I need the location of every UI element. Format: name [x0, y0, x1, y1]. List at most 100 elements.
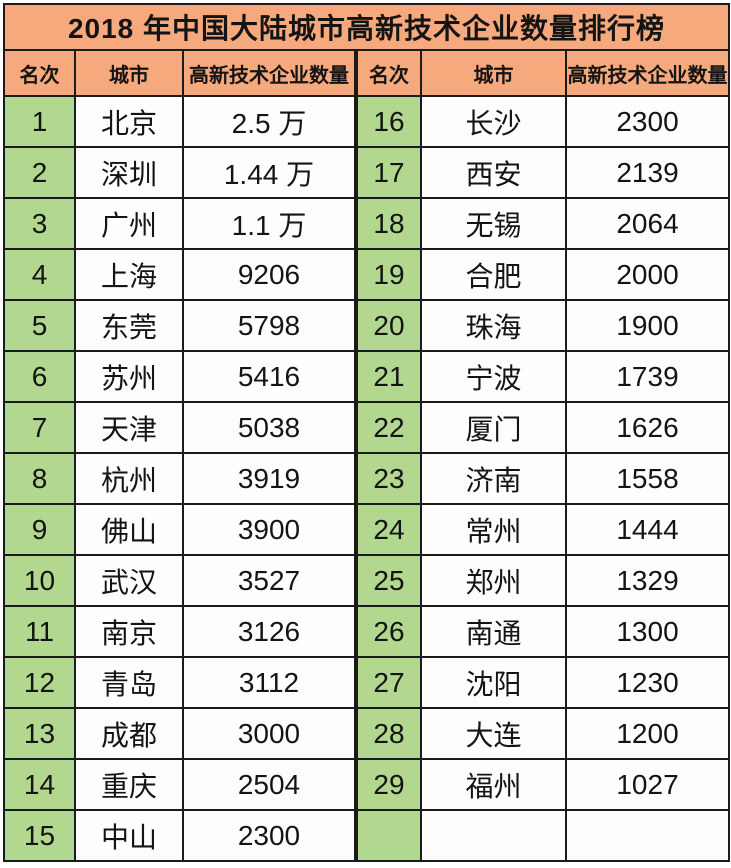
- rank-cell-left: 12: [3, 656, 76, 709]
- rank-cell-right: 23: [354, 452, 422, 505]
- count-cell-right: 1558: [564, 452, 731, 505]
- table-row: 10 武汉 3527 25 郑州 1329: [3, 554, 731, 607]
- count-cell-left: 2.5 万: [182, 95, 357, 148]
- count-cell-right: 1444: [564, 503, 731, 556]
- header-row: 名次 城市 高新技术企业数量 名次 城市 高新技术企业数量: [3, 49, 731, 97]
- count-cell-left: 3527: [182, 554, 357, 607]
- table-row: 14 重庆 2504 29 福州 1027: [3, 758, 731, 811]
- rank-cell-left: 4: [3, 248, 76, 301]
- rank-cell-left: 15: [3, 809, 76, 862]
- rank-cell-right: 26: [354, 605, 422, 658]
- column-header-count-left: 高新技术企业数量: [182, 49, 357, 97]
- count-cell-right: [564, 809, 731, 862]
- count-cell-left: 5798: [182, 299, 357, 352]
- city-cell-right: [420, 809, 567, 862]
- city-cell-right: 长沙: [420, 95, 567, 148]
- column-header-rank-left: 名次: [3, 49, 76, 97]
- rank-cell-right: 24: [354, 503, 422, 556]
- count-cell-right: 1230: [564, 656, 731, 709]
- count-cell-left: 2504: [182, 758, 357, 811]
- city-cell-left: 中山: [74, 809, 184, 862]
- rank-cell-right: 29: [354, 758, 422, 811]
- count-cell-left: 2300: [182, 809, 357, 862]
- table-row: 2 深圳 1.44 万 17 西安 2139: [3, 146, 731, 199]
- rank-cell-left: 5: [3, 299, 76, 352]
- rank-cell-right: 22: [354, 401, 422, 454]
- city-cell-left: 苏州: [74, 350, 184, 403]
- rank-cell-left: 1: [3, 95, 76, 148]
- rank-cell-right: [354, 809, 422, 862]
- count-cell-right: 1329: [564, 554, 731, 607]
- city-cell-right: 南通: [420, 605, 567, 658]
- city-cell-right: 厦门: [420, 401, 567, 454]
- table-row: 11 南京 3126 26 南通 1300: [3, 605, 731, 658]
- table-row: 3 广州 1.1 万 18 无锡 2064: [3, 197, 731, 250]
- table-row: 7 天津 5038 22 厦门 1626: [3, 401, 731, 454]
- rank-cell-left: 7: [3, 401, 76, 454]
- count-cell-right: 1200: [564, 707, 731, 760]
- count-cell-left: 5038: [182, 401, 357, 454]
- city-cell-right: 福州: [420, 758, 567, 811]
- city-cell-left: 广州: [74, 197, 184, 250]
- count-cell-right: 1739: [564, 350, 731, 403]
- count-cell-right: 2300: [564, 95, 731, 148]
- rank-cell-right: 21: [354, 350, 422, 403]
- table-row: 9 佛山 3900 24 常州 1444: [3, 503, 731, 556]
- city-cell-left: 深圳: [74, 146, 184, 199]
- rank-cell-left: 2: [3, 146, 76, 199]
- rank-cell-right: 20: [354, 299, 422, 352]
- city-cell-right: 无锡: [420, 197, 567, 250]
- count-cell-left: 9206: [182, 248, 357, 301]
- rank-cell-right: 16: [354, 95, 422, 148]
- city-cell-right: 宁波: [420, 350, 567, 403]
- table-row: 8 杭州 3919 23 济南 1558: [3, 452, 731, 505]
- count-cell-right: 1900: [564, 299, 731, 352]
- column-header-rank-right: 名次: [354, 49, 422, 97]
- city-cell-right: 合肥: [420, 248, 567, 301]
- page-title: 2018 年中国大陆城市高新技术企业数量排行榜: [2, 3, 731, 51]
- table-row: 15 中山 2300: [3, 809, 731, 862]
- title-row: 2018 年中国大陆城市高新技术企业数量排行榜: [2, 3, 731, 51]
- city-cell-right: 郑州: [420, 554, 567, 607]
- city-cell-left: 南京: [74, 605, 184, 658]
- count-cell-left: 3000: [182, 707, 357, 760]
- city-cell-right: 珠海: [420, 299, 567, 352]
- city-cell-right: 沈阳: [420, 656, 567, 709]
- city-cell-left: 北京: [74, 95, 184, 148]
- city-cell-left: 杭州: [74, 452, 184, 505]
- count-cell-left: 1.1 万: [182, 197, 357, 250]
- rank-cell-left: 14: [3, 758, 76, 811]
- rank-cell-left: 10: [3, 554, 76, 607]
- rank-cell-right: 27: [354, 656, 422, 709]
- count-cell-left: 1.44 万: [182, 146, 357, 199]
- city-cell-left: 佛山: [74, 503, 184, 556]
- table-row: 5 东莞 5798 20 珠海 1900: [3, 299, 731, 352]
- count-cell-left: 3126: [182, 605, 357, 658]
- ranking-table: 2018 年中国大陆城市高新技术企业数量排行榜 名次 城市 高新技术企业数量 名…: [2, 3, 731, 862]
- count-cell-right: 1626: [564, 401, 731, 454]
- rank-cell-left: 13: [3, 707, 76, 760]
- rank-cell-left: 11: [3, 605, 76, 658]
- city-cell-left: 上海: [74, 248, 184, 301]
- rank-cell-left: 9: [3, 503, 76, 556]
- count-cell-left: 3112: [182, 656, 357, 709]
- rank-cell-right: 28: [354, 707, 422, 760]
- city-cell-left: 武汉: [74, 554, 184, 607]
- rank-cell-right: 25: [354, 554, 422, 607]
- city-cell-left: 重庆: [74, 758, 184, 811]
- table-row: 4 上海 9206 19 合肥 2000: [3, 248, 731, 301]
- city-cell-right: 常州: [420, 503, 567, 556]
- city-cell-left: 天津: [74, 401, 184, 454]
- rank-cell-right: 18: [354, 197, 422, 250]
- rank-cell-right: 17: [354, 146, 422, 199]
- city-cell-left: 成都: [74, 707, 184, 760]
- table-row: 1 北京 2.5 万 16 长沙 2300: [3, 95, 731, 148]
- count-cell-right: 1027: [564, 758, 731, 811]
- count-cell-right: 2000: [564, 248, 731, 301]
- table-row: 6 苏州 5416 21 宁波 1739: [3, 350, 731, 403]
- rank-cell-right: 19: [354, 248, 422, 301]
- column-header-city-right: 城市: [420, 49, 567, 97]
- rank-cell-left: 3: [3, 197, 76, 250]
- count-cell-left: 3919: [182, 452, 357, 505]
